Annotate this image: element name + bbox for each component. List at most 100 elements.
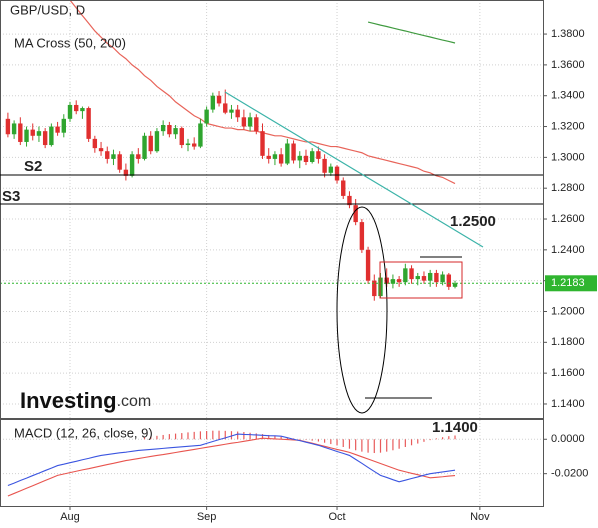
candle-body — [309, 151, 315, 162]
candle-body — [409, 268, 414, 280]
candle-body — [291, 143, 296, 161]
macd-title: MACD (12, 26, close, 9) — [14, 425, 153, 440]
candle-body — [415, 276, 420, 280]
candle-body — [198, 123, 203, 147]
annotation: S3 — [2, 188, 20, 205]
candle-body — [36, 131, 42, 136]
x-tick-label: Sep — [197, 511, 217, 523]
candle-body — [247, 117, 253, 127]
candle-body — [341, 180, 346, 196]
y-tick-label: 1.2400 — [551, 244, 585, 256]
y-tick-label: -0.0200 — [551, 468, 588, 480]
candle-body — [322, 158, 327, 173]
candle-body — [452, 283, 458, 287]
candle-body — [160, 124, 166, 132]
trend-line — [224, 91, 484, 248]
candle-body — [105, 151, 110, 159]
y-tick-label: 1.3200 — [551, 120, 585, 132]
candle-body — [440, 274, 445, 283]
candle-body — [11, 123, 17, 135]
y-tick-label: 1.1600 — [551, 367, 585, 379]
logo-suffix: .com — [117, 393, 152, 410]
candle-body — [49, 126, 54, 146]
candle-body — [210, 95, 216, 110]
annotation: 1.2500 — [450, 213, 496, 230]
annotation: 1.1400 — [432, 419, 478, 436]
candle-body — [390, 279, 396, 284]
candle-body — [353, 205, 358, 223]
x-tick-label: Nov — [470, 511, 490, 523]
candle-body — [278, 154, 284, 164]
signal-line — [7, 437, 456, 497]
candle-body — [24, 129, 29, 142]
candle-body — [74, 104, 79, 112]
candle-body — [5, 118, 11, 135]
x-tick-label: Oct — [328, 511, 345, 523]
candle-body — [55, 126, 60, 133]
candle-body — [167, 124, 172, 135]
candle-body — [427, 272, 433, 281]
candle-body — [334, 166, 340, 181]
candle-body — [111, 154, 116, 159]
candle-body — [347, 195, 352, 206]
y-tick-label: 1.1400 — [551, 398, 585, 410]
candle-body — [173, 128, 178, 135]
candle-body — [229, 109, 234, 113]
y-tick-label: 1.1800 — [551, 336, 585, 348]
candle-body — [80, 108, 85, 112]
candle-body — [372, 280, 377, 297]
last-price-box — [545, 275, 597, 292]
candle-body — [328, 166, 334, 173]
candle-body — [384, 277, 389, 284]
candle-body — [241, 117, 247, 127]
candle-body — [129, 154, 135, 176]
candle-body — [117, 154, 122, 170]
candle-body — [192, 143, 197, 147]
y-tick-label: 0.0000 — [551, 433, 585, 445]
candle-body — [446, 274, 452, 287]
candle-body — [254, 117, 259, 132]
candle-body — [235, 109, 240, 118]
y-tick-label: 1.2800 — [551, 182, 585, 194]
candle-body — [18, 123, 23, 142]
ellipse-annotation — [336, 206, 388, 414]
indicator-label: MA Cross (50, 200) — [14, 35, 126, 50]
candle-body — [30, 129, 35, 136]
macd-frame — [0, 419, 544, 507]
y-tick-label: 1.3400 — [551, 90, 585, 102]
candle-body — [297, 155, 302, 161]
logo-name: Investing — [20, 388, 117, 413]
candle-body — [98, 148, 104, 152]
y-tick-label: 1.3000 — [551, 151, 585, 163]
y-tick-label: 1.2000 — [551, 305, 585, 317]
ma-line — [367, 21, 456, 44]
candle-body — [316, 151, 321, 159]
candle-body — [86, 108, 91, 139]
candle-body — [396, 279, 402, 283]
candle-body — [365, 249, 371, 281]
candle-body — [179, 128, 184, 146]
candle-body — [421, 276, 427, 281]
candle-body — [285, 143, 290, 164]
range-box — [379, 261, 463, 299]
candle-body — [359, 222, 365, 250]
annotation: S2 — [24, 158, 42, 175]
candle-body — [42, 131, 48, 146]
candle-body — [403, 268, 408, 283]
candle-body — [61, 118, 66, 133]
candle-body — [185, 143, 191, 146]
candle-body — [223, 103, 228, 113]
y-tick-label: 1.3600 — [551, 59, 585, 71]
main-frame — [0, 0, 544, 419]
candle-body — [142, 135, 147, 159]
candle-body — [303, 155, 309, 162]
candle-body — [216, 95, 222, 104]
chart-title: GBP/USD, D — [10, 2, 85, 17]
candle-body — [260, 131, 265, 156]
macd-line — [7, 433, 456, 487]
candle-body — [148, 135, 153, 152]
candle-body — [154, 131, 160, 152]
candle-body — [266, 155, 271, 159]
candle-body — [272, 154, 278, 159]
last-price-label: 1.2183 — [551, 277, 585, 289]
